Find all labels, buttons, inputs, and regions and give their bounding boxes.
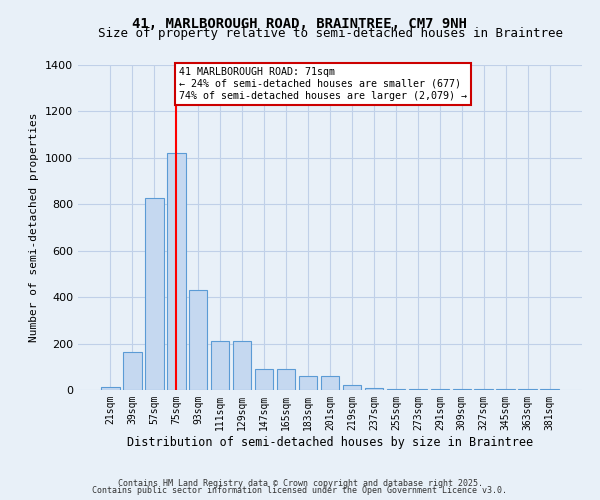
Title: Size of property relative to semi-detached houses in Braintree: Size of property relative to semi-detach… xyxy=(97,27,563,40)
Text: 41 MARLBOROUGH ROAD: 71sqm
← 24% of semi-detached houses are smaller (677)
74% o: 41 MARLBOROUGH ROAD: 71sqm ← 24% of semi… xyxy=(179,68,467,100)
Bar xyxy=(277,369,295,390)
Bar xyxy=(431,389,449,390)
Bar xyxy=(145,198,164,390)
Bar xyxy=(475,389,493,390)
Bar xyxy=(386,389,405,390)
Bar xyxy=(233,341,251,390)
Bar xyxy=(365,388,383,390)
Text: Contains HM Land Registry data © Crown copyright and database right 2025.: Contains HM Land Registry data © Crown c… xyxy=(118,478,482,488)
Bar xyxy=(167,153,185,390)
Bar xyxy=(211,341,229,390)
Bar xyxy=(496,389,515,390)
Text: Contains public sector information licensed under the Open Government Licence v3: Contains public sector information licen… xyxy=(92,486,508,495)
Bar xyxy=(409,389,427,390)
Bar xyxy=(518,389,537,390)
Bar xyxy=(541,389,559,390)
Bar xyxy=(189,290,208,390)
Bar xyxy=(452,389,471,390)
Bar xyxy=(123,352,142,390)
Bar xyxy=(101,386,119,390)
Bar xyxy=(255,369,274,390)
Bar xyxy=(343,386,361,390)
Bar xyxy=(320,376,340,390)
X-axis label: Distribution of semi-detached houses by size in Braintree: Distribution of semi-detached houses by … xyxy=(127,436,533,448)
Y-axis label: Number of semi-detached properties: Number of semi-detached properties xyxy=(29,113,40,342)
Text: 41, MARLBOROUGH ROAD, BRAINTREE, CM7 9NH: 41, MARLBOROUGH ROAD, BRAINTREE, CM7 9NH xyxy=(133,18,467,32)
Bar xyxy=(299,376,317,390)
